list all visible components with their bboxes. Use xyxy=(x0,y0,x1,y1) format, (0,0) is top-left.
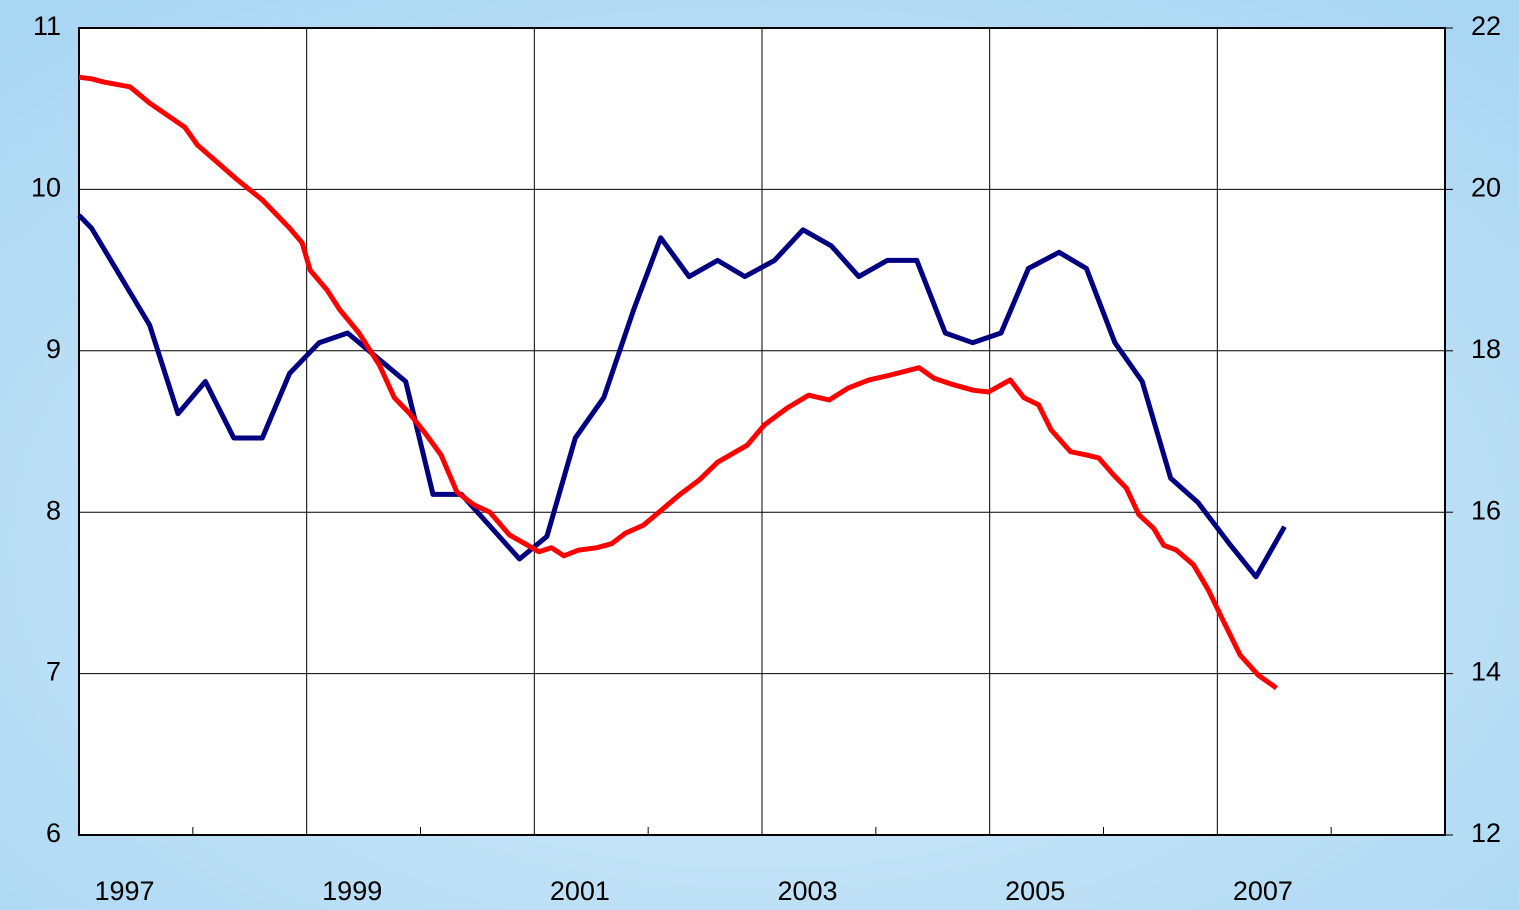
x-tick-label: 2007 xyxy=(1233,876,1293,906)
x-tick-label: 2005 xyxy=(1005,876,1065,906)
y-tick-label: 10 xyxy=(31,173,61,203)
y-tick-label: 8 xyxy=(46,495,61,525)
x-tick-label: 2003 xyxy=(777,876,837,906)
line-series xyxy=(78,74,1278,691)
line-series xyxy=(77,213,1287,580)
x-tick-label: 1999 xyxy=(322,876,382,906)
y2-tick-label: 18 xyxy=(1471,334,1501,364)
y2-tick-label: 16 xyxy=(1471,495,1501,525)
y-tick-label: 11 xyxy=(33,11,61,41)
y2-tick-label: 14 xyxy=(1471,657,1501,687)
y2-tick-label: 20 xyxy=(1471,173,1501,203)
x-tick-label: 2001 xyxy=(550,876,610,906)
y-tick-label: 9 xyxy=(46,334,61,364)
y-tick-label: 6 xyxy=(46,818,61,848)
y2-tick-label: 12 xyxy=(1471,818,1501,848)
y-tick-label: 7 xyxy=(46,657,61,687)
y2-tick-label: 22 xyxy=(1471,11,1501,41)
x-tick-label: 1997 xyxy=(94,876,154,906)
